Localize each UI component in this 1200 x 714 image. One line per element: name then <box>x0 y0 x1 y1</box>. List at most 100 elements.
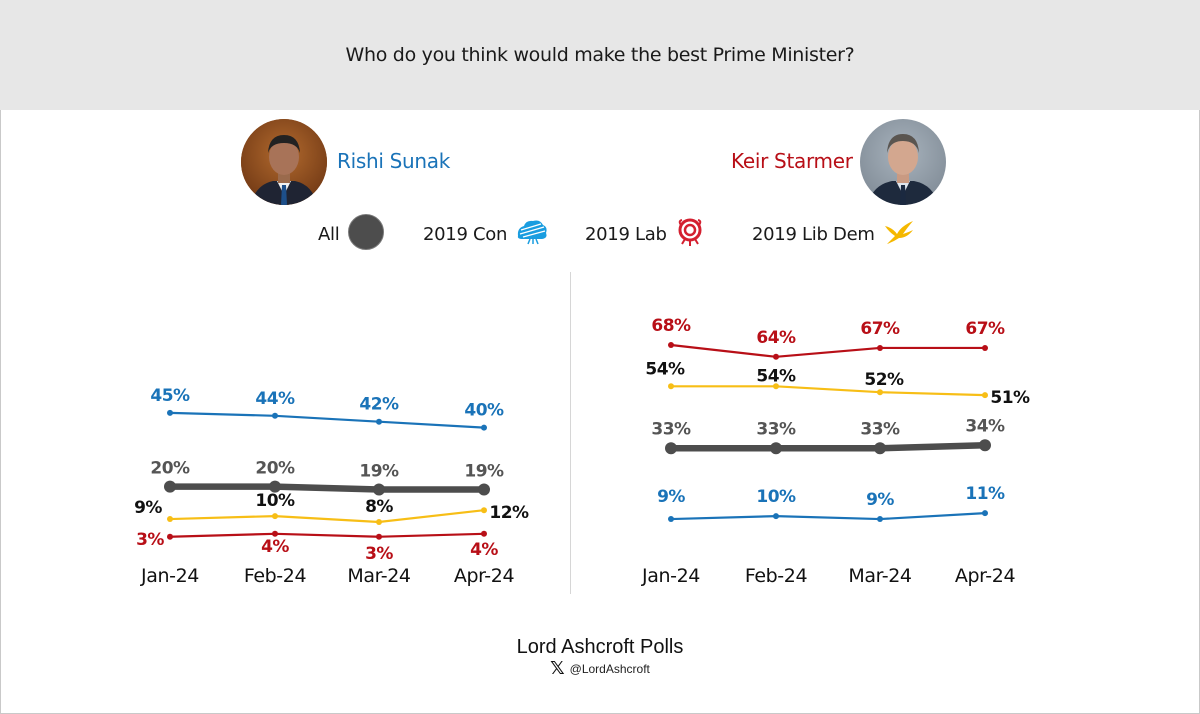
avatar-rishi-sunak <box>241 119 327 205</box>
data-label-all: 33% <box>860 419 900 439</box>
x-tick-label: Jan-24 <box>641 565 700 587</box>
data-label-lab: 3% <box>136 530 164 550</box>
avatar-keir-starmer <box>860 119 946 205</box>
data-label-all: 33% <box>651 419 691 439</box>
data-label-libdem: 10% <box>255 491 295 511</box>
data-label-libdem: 54% <box>756 366 796 386</box>
data-point-libdem <box>481 507 487 514</box>
legend-label-all: All <box>318 223 340 245</box>
twitter-handle: @LordAshcroft <box>569 662 650 676</box>
x-tick-label: Jan-24 <box>140 565 199 587</box>
x-tick-label: Apr-24 <box>454 565 515 587</box>
series-line-lab <box>168 532 486 538</box>
data-label-lab: 67% <box>965 319 1005 339</box>
data-label-con: 9% <box>866 490 894 510</box>
data-label-con: 9% <box>657 487 685 507</box>
x-tick-label: Mar-24 <box>347 565 411 587</box>
legend-item-all: All <box>318 213 385 256</box>
data-label-all: 33% <box>756 419 796 439</box>
page-title: Who do you think would make the best Pri… <box>345 44 855 66</box>
data-point-lab <box>481 530 487 537</box>
data-point-libdem <box>272 513 278 520</box>
data-point-all <box>979 439 991 452</box>
series-line-all <box>667 442 989 452</box>
data-label-all: 19% <box>464 462 504 482</box>
x-tick-label: Feb-24 <box>244 565 307 587</box>
data-point-all <box>874 442 886 455</box>
data-label-all: 20% <box>255 459 295 479</box>
data-label-lab: 64% <box>756 328 796 348</box>
data-label-libdem: 54% <box>645 359 685 379</box>
x-tick-label: Mar-24 <box>848 565 912 587</box>
data-label-libdem: 12% <box>489 503 529 523</box>
series-line-lab <box>669 343 987 358</box>
data-label-libdem: 9% <box>134 498 162 518</box>
name-rishi-sunak: Rishi Sunak <box>337 149 450 173</box>
data-label-all: 34% <box>965 416 1005 436</box>
x-tick-label: Apr-24 <box>955 565 1016 587</box>
data-point-libdem <box>773 383 779 390</box>
libdem-bird-icon <box>883 218 915 251</box>
data-point-lab <box>272 530 278 537</box>
data-label-lab: 4% <box>261 537 289 557</box>
name-keir-starmer: Keir Starmer <box>731 149 853 173</box>
data-point-lab <box>773 353 779 360</box>
legend-item-con: 2019 Con <box>423 214 549 254</box>
data-point-libdem <box>982 392 988 399</box>
legend-label-con: 2019 Con <box>423 223 508 245</box>
data-point-libdem <box>668 383 674 390</box>
series-line-all <box>166 483 488 493</box>
data-point-con <box>167 409 173 416</box>
data-point-con <box>668 516 674 523</box>
data-point-con <box>376 418 382 425</box>
data-point-libdem <box>877 389 883 396</box>
data-point-con <box>877 516 883 523</box>
chart-rishi-sunak: 3% 4% 3% 4% 9% 10% 8% 12% 45% 44% 42% 40% 20% 20% 19% 1… <box>134 386 529 587</box>
data-point-all <box>665 442 677 455</box>
data-label-lab: 67% <box>860 319 900 339</box>
data-point-con <box>272 412 278 419</box>
legend-item-lab: 2019 Lab <box>585 214 705 254</box>
keir-starmer-label: Keir Starmer <box>731 149 853 173</box>
rishi-sunak-label: Rishi Sunak <box>337 149 451 173</box>
data-point-con <box>481 424 487 431</box>
data-point-all <box>269 480 281 493</box>
data-label-all: 20% <box>150 459 190 479</box>
data-label-lab: 3% <box>365 544 393 564</box>
conservative-tree-icon <box>515 218 549 251</box>
data-point-lab <box>877 344 883 351</box>
data-point-all <box>770 442 782 455</box>
data-label-con: 45% <box>150 386 190 406</box>
legend-item-libdem: 2019 Lib Dem <box>752 214 915 254</box>
series-line-con <box>669 512 987 521</box>
data-point-all <box>373 483 385 496</box>
legend-label-libdem: 2019 Lib Dem <box>752 223 875 245</box>
series-line-libdem <box>669 385 987 397</box>
data-point-lab <box>668 342 674 348</box>
data-point-con <box>982 510 988 517</box>
data-label-con: 10% <box>756 487 796 507</box>
grey-circle-icon <box>347 213 385 256</box>
chart-legend: All 2019 Con 2019 Lab 2019 Lib Dem <box>0 213 1200 256</box>
series-line-libdem <box>168 509 486 524</box>
data-point-all <box>478 483 490 496</box>
data-label-libdem: 52% <box>864 370 904 390</box>
data-point-lab <box>376 533 382 540</box>
data-label-lab: 68% <box>651 316 691 336</box>
footer-social: 𝕏 @LordAshcroft <box>0 660 1200 678</box>
data-label-libdem: 51% <box>990 388 1030 408</box>
data-point-con <box>773 513 779 520</box>
data-point-libdem <box>376 519 382 525</box>
labour-rose-icon <box>675 217 705 252</box>
data-point-all <box>164 480 176 493</box>
data-label-con: 42% <box>359 395 399 415</box>
data-label-lab: 4% <box>470 540 498 560</box>
footer-title: Lord Ashcroft Polls <box>516 636 684 658</box>
data-label-con: 11% <box>965 484 1005 504</box>
x-tick-label: Feb-24 <box>745 565 808 587</box>
series-line-con <box>168 411 486 429</box>
data-label-con: 40% <box>464 401 504 421</box>
data-point-lab <box>167 533 173 540</box>
